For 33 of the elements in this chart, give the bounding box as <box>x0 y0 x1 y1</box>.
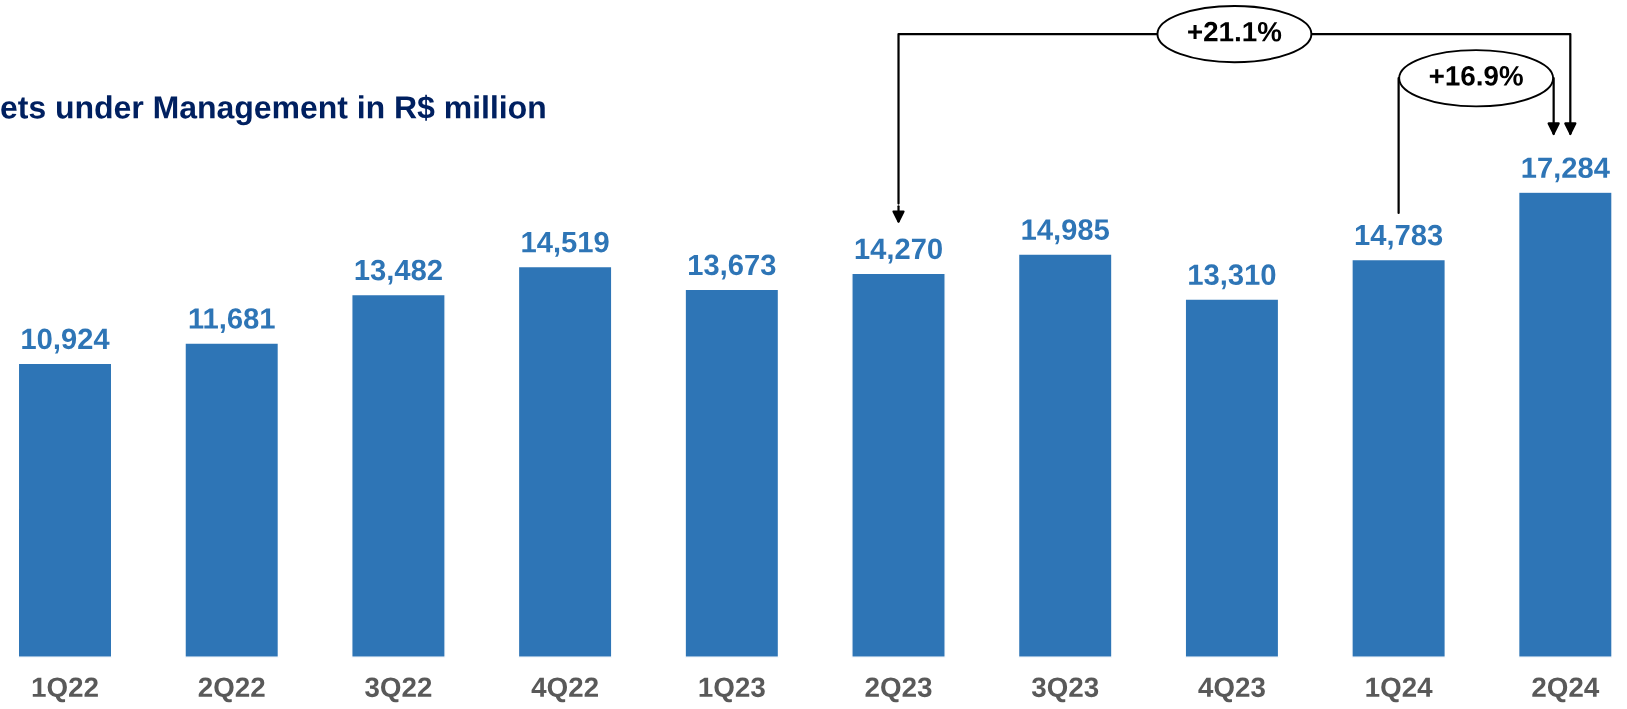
x-tick-label: 2Q24 <box>1532 677 1600 703</box>
data-label: 10,924 <box>22 328 110 354</box>
x-tick-label: 3Q23 <box>1031 677 1099 703</box>
x-tick-label: 1Q22 <box>32 677 98 703</box>
text: +21.1% <box>1188 21 1282 42</box>
x-tick-label: 1Q24 <box>1366 677 1433 703</box>
x-tick-label: 2Q23 <box>865 677 932 703</box>
data-label: 17,284 <box>1522 157 1610 183</box>
data-label: 13,310 <box>1189 264 1276 290</box>
bar <box>1351 258 1446 658</box>
text: +16.9% <box>1429 66 1523 86</box>
data-label: 14,270 <box>855 238 942 264</box>
data-label: 14,985 <box>1022 219 1110 245</box>
data-label: 14,519 <box>522 231 609 257</box>
x-tick-label: 3Q22 <box>365 677 432 703</box>
bar <box>351 293 446 658</box>
data-label: 14,783 <box>1355 224 1443 250</box>
data-label: 13,673 <box>689 254 776 280</box>
data-label: 13,482 <box>355 259 442 285</box>
x-tick-label: 4Q23 <box>1198 677 1265 703</box>
bar <box>851 272 946 658</box>
bar <box>17 362 113 658</box>
x-tick-label: 2Q22 <box>198 677 265 703</box>
bar <box>1184 298 1280 658</box>
x-tick-label: 4Q22 <box>531 677 598 703</box>
bar <box>1017 253 1113 658</box>
chart-title: ets under Management in R$ million <box>1 94 545 126</box>
data-label: 11,681 <box>189 308 275 334</box>
bar <box>684 288 780 658</box>
bar <box>1517 191 1613 658</box>
bar <box>517 265 613 658</box>
bar <box>184 342 280 658</box>
x-tick-label: 1Q23 <box>699 677 765 703</box>
